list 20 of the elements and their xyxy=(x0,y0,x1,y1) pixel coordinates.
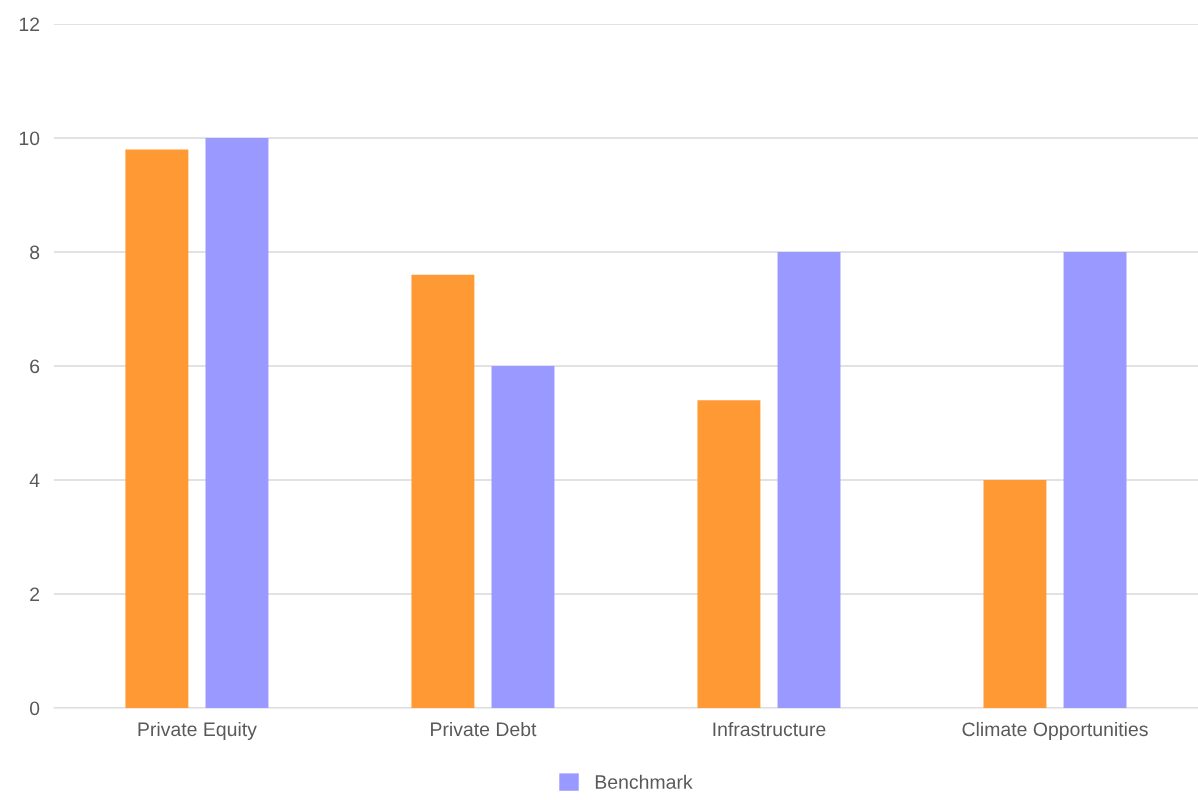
y-tick-label: 0 xyxy=(29,701,40,716)
bar xyxy=(777,252,841,708)
legend-label: Benchmark xyxy=(595,774,693,789)
y-tick-label: 2 xyxy=(30,587,40,602)
x-tick-label: Infrastructure xyxy=(713,721,826,737)
bar xyxy=(411,274,475,708)
bar xyxy=(491,366,555,708)
y-tick-label: 4 xyxy=(29,473,40,488)
bar xyxy=(1063,252,1127,708)
x-tick-label: Private Equity xyxy=(138,721,257,741)
x-tick-label: Climate Opportunities xyxy=(962,721,1148,741)
y-tick-label: 12 xyxy=(19,17,40,32)
bar xyxy=(697,400,761,708)
bar xyxy=(125,149,189,708)
x-tick-label: Private Debt xyxy=(431,721,537,737)
bar xyxy=(983,480,1047,708)
y-tick-label: 8 xyxy=(30,245,40,260)
y-tick-label: 10 xyxy=(19,131,40,146)
bar xyxy=(205,138,269,708)
y-tick-label: 6 xyxy=(30,359,40,374)
